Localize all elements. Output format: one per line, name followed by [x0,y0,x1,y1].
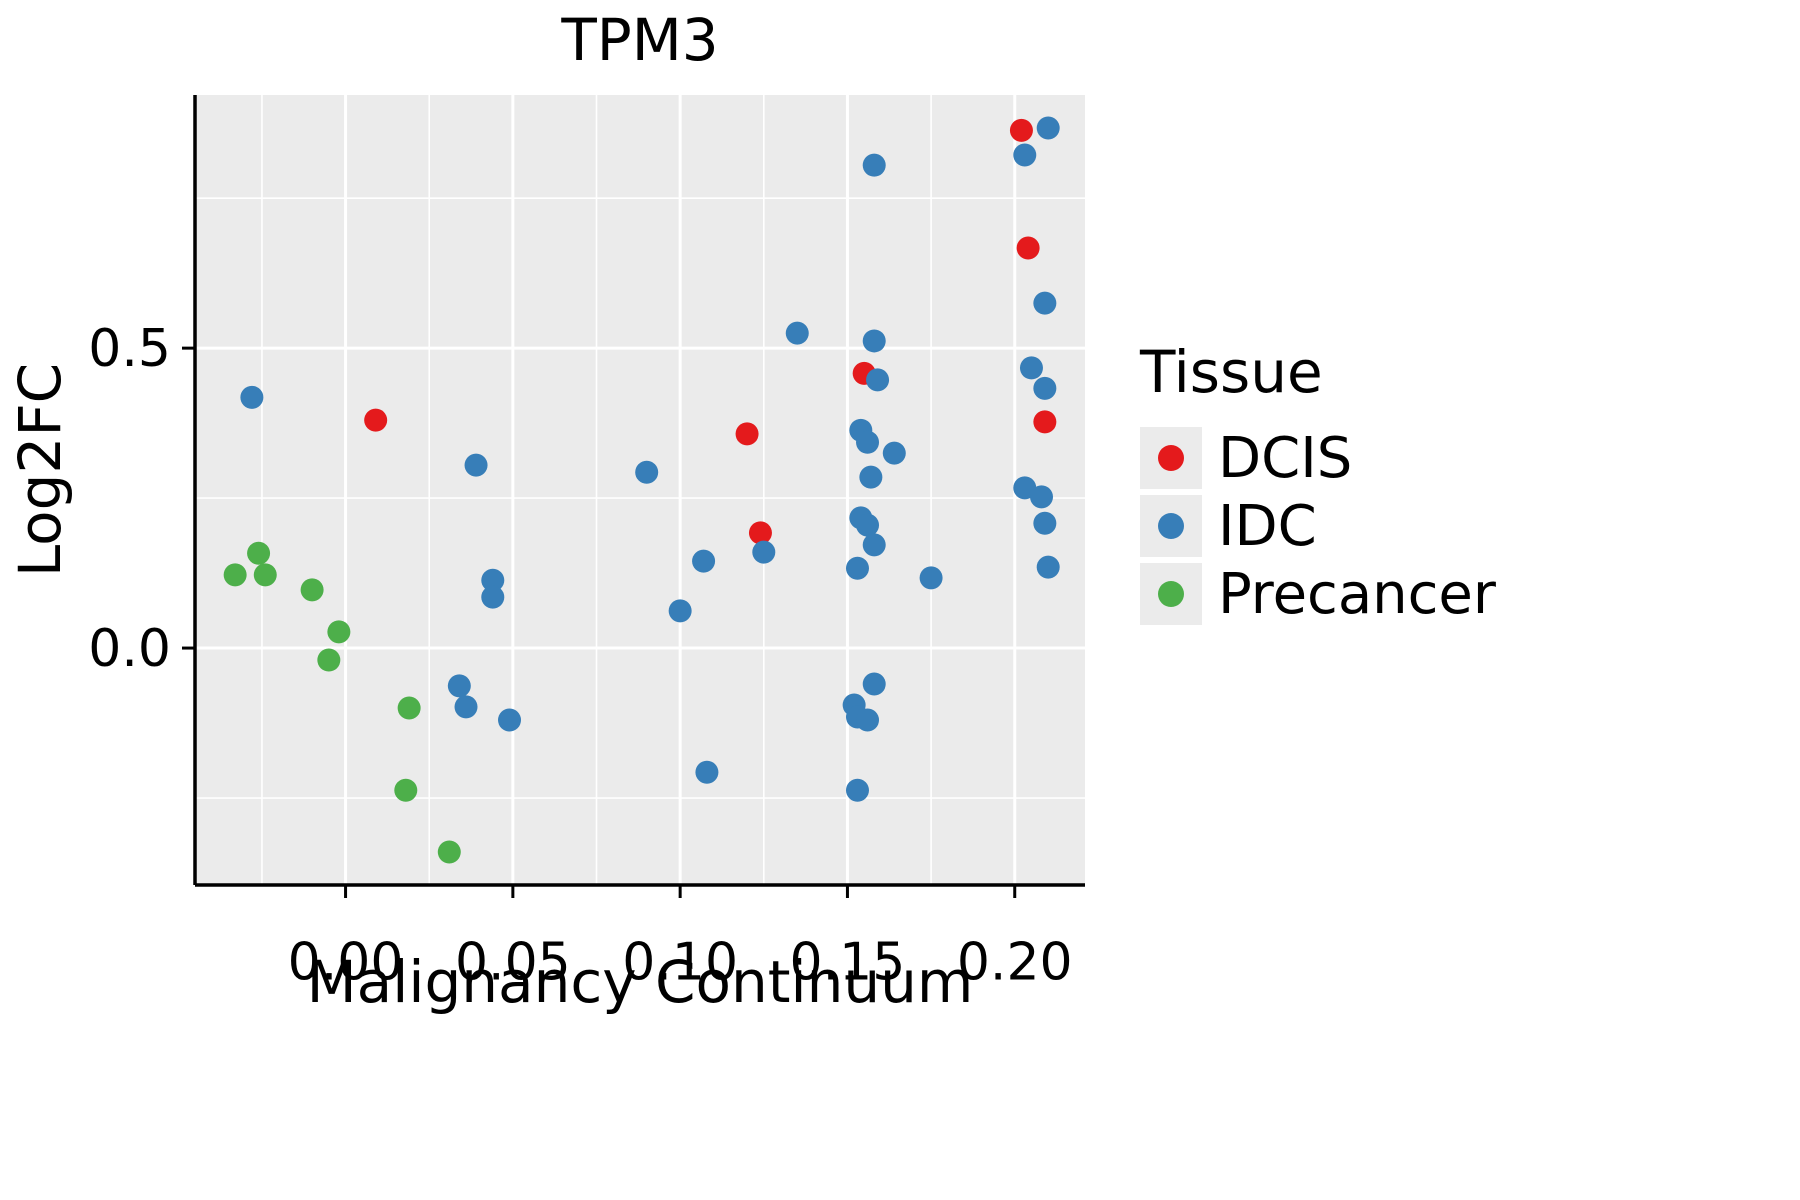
data-point-idc [1033,376,1057,400]
data-point-idc [635,460,659,484]
data-point-idc [866,368,890,392]
legend-title: Tissue [1140,338,1323,406]
legend-dot-icon [1158,513,1184,539]
data-point-idc [498,708,522,732]
legend-dot-icon [1158,445,1184,471]
data-point-idc [1036,116,1060,140]
data-point-precancer [394,778,418,802]
legend-label: DCIS [1218,425,1353,491]
data-point-precancer [317,648,341,672]
y-tick-label: 0.0 [88,619,171,679]
data-point-idc [1033,291,1057,315]
data-point-idc [785,321,809,345]
legend-item-dcis: DCIS [1140,425,1496,491]
data-point-idc [1030,485,1054,509]
x-tick-label: 0.15 [790,933,906,993]
data-point-idc [668,599,692,623]
data-point-precancer [253,563,277,587]
data-point-precancer [300,578,324,602]
data-point-dcis [748,521,772,545]
data-point-idc [856,430,880,454]
data-point-dcis [1016,236,1040,260]
x-tick-label: 0.20 [957,933,1073,993]
y-tick-label: 0.5 [88,319,171,379]
data-point-idc [752,540,776,564]
legend-label: Precancer [1218,561,1496,627]
data-point-idc [240,385,264,409]
legend-item-precancer: Precancer [1140,561,1496,627]
data-point-idc [845,778,869,802]
data-point-idc [862,329,886,353]
x-axis-label: Malignancy Continuum [306,948,974,1016]
data-point-idc [481,568,505,592]
data-point-idc [856,708,880,732]
data-point-idc [919,566,943,590]
data-point-idc [1019,356,1043,380]
plot-panel [195,95,1085,885]
data-point-precancer [437,840,461,864]
data-point-idc [454,695,478,719]
legend-item-idc: IDC [1140,493,1496,559]
data-point-precancer [397,696,421,720]
legend: Tissue DCIS IDC Precancer [1140,338,1496,630]
data-point-precancer [223,563,247,587]
data-point-dcis [364,408,388,432]
data-point-idc [862,672,886,696]
data-point-precancer [327,620,351,644]
legend-key [1140,427,1202,489]
data-point-idc [859,465,883,489]
data-point-dcis [1009,118,1033,142]
data-point-idc [882,441,906,465]
legend-dot-icon [1158,581,1184,607]
data-point-idc [695,760,719,784]
legend-key [1140,495,1202,557]
chart-title: TPM3 [561,6,719,74]
legend-label: IDC [1218,493,1317,559]
legend-key [1140,563,1202,625]
data-point-idc [1013,143,1037,167]
data-point-idc [1033,511,1057,535]
data-point-idc [1036,555,1060,579]
data-point-idc [862,533,886,557]
x-tick-label: 0.10 [622,933,738,993]
data-point-idc [845,556,869,580]
data-point-idc [862,153,886,177]
data-point-dcis [1033,410,1057,434]
x-tick-label: 0.00 [288,933,404,993]
data-point-idc [447,674,471,698]
data-point-dcis [735,422,759,446]
data-point-idc [856,513,880,537]
data-point-precancer [247,541,271,565]
x-tick-label: 0.05 [455,933,571,993]
legend-items: DCIS IDC Precancer [1140,426,1496,630]
data-point-idc [481,585,505,609]
data-point-idc [692,549,716,573]
data-point-idc [464,453,488,477]
